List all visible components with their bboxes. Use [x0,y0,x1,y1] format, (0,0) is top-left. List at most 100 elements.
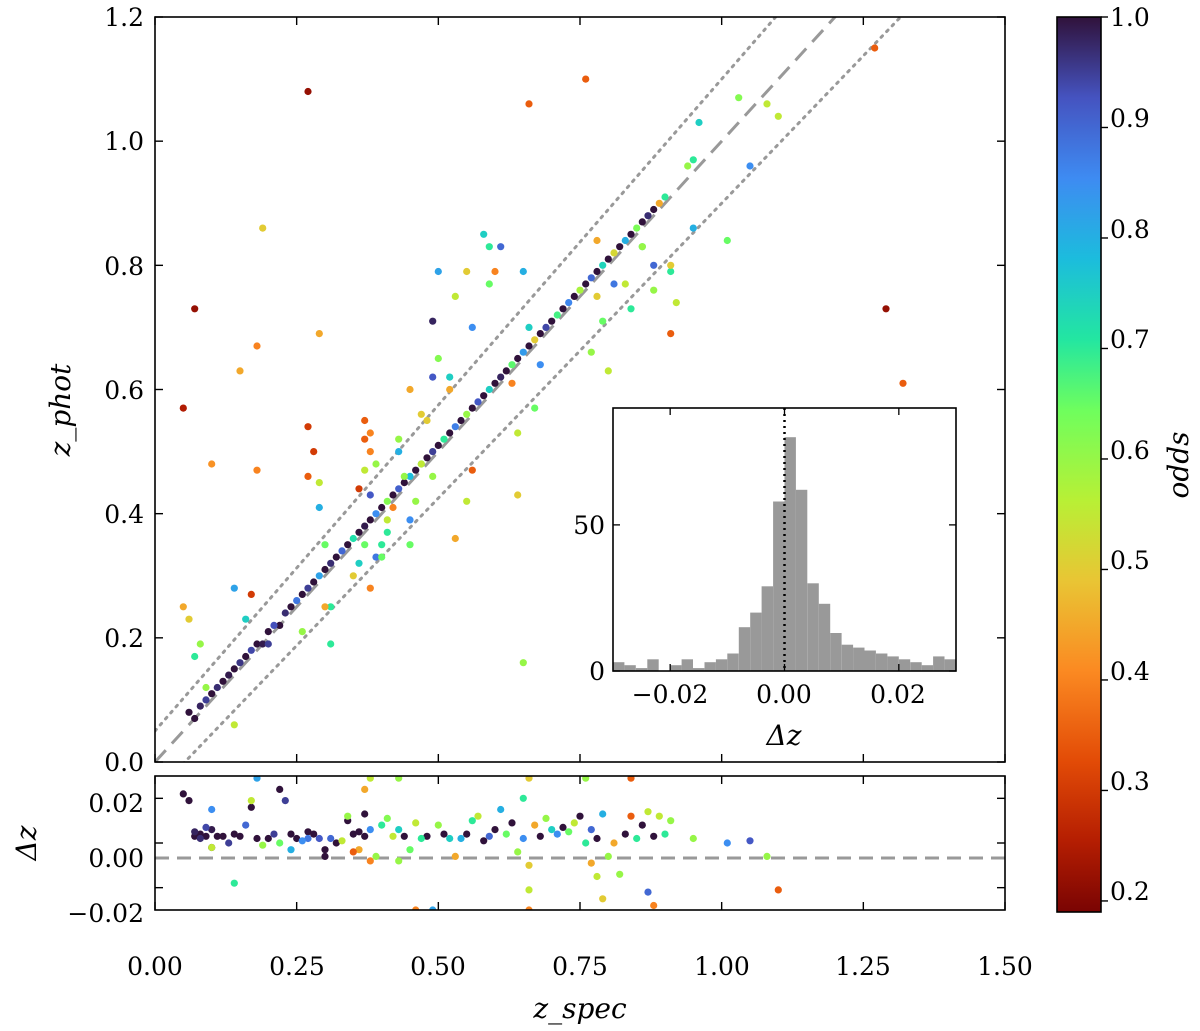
scatter-point [451,292,459,300]
scatter-point [366,516,374,524]
residual-point [457,834,465,843]
main-ytick-labels: 0.0 0.2 0.4 0.6 0.8 1.0 1.2 [104,3,144,777]
scatter-point [293,597,301,605]
scatter-point [366,584,374,592]
residual-point [627,776,635,782]
residual-point [587,826,595,834]
histogram-bars [613,437,956,671]
residual-point [208,805,216,814]
scatter-point [361,541,369,549]
histogram-bar [750,612,762,671]
scatter-point [389,503,397,512]
scatter-point [366,491,374,499]
residual-point [247,803,255,811]
histogram-axis-ticks [613,408,956,672]
residual-point [525,776,533,782]
residual-point [202,832,210,840]
xtick-labels: 0.00 0.25 0.50 0.75 1.00 1.25 1.50 [127,952,1033,981]
colorbar-frame [1056,16,1102,913]
residual-point [655,812,663,820]
scatter-point [225,671,233,679]
scatter-point [638,218,646,226]
scatter-point [502,367,510,375]
histogram-bar [704,662,716,671]
resid-ytick-label: 0.02 [88,789,144,818]
residual-point [338,837,346,845]
hist-xlabel: Δz [766,719,802,752]
scatter-point [480,392,488,400]
residual-point [259,841,267,849]
residual-point [531,821,539,829]
residual-point [576,812,584,820]
residual-point [304,834,312,843]
scatter-point [519,659,527,667]
xtick-label: 1.25 [835,952,891,981]
residual-point [242,821,250,829]
scatter-point [378,541,386,549]
scatter-point [570,292,578,300]
scatter-point [202,683,210,692]
scatter-point [661,193,669,201]
scatter-point [491,267,499,276]
scatter-point [298,628,306,636]
scatter-point [236,367,244,375]
residual-point [565,828,573,836]
scatter-point [378,553,386,561]
scatter-point [474,398,482,406]
residual-point [202,823,210,832]
scatter-point [599,317,607,325]
scatter-point [230,721,238,729]
residual-point [264,834,272,843]
residual-point [440,830,448,838]
scatter-point [451,534,459,543]
histogram-bar [727,653,739,671]
residual-point [774,886,782,894]
residual-point [519,834,527,843]
scatter-point [463,410,471,418]
scatter-point [264,640,272,648]
main-ytick-label: 1.2 [104,3,144,32]
scatter-point [423,454,431,462]
scatter-point [304,584,312,592]
histogram-bar [693,668,705,671]
residual-point [395,826,403,834]
histogram-bar [818,603,831,671]
scatter-point [899,379,907,387]
scatter-point [485,385,493,394]
residual-point [514,848,522,856]
scatter-point [315,479,323,487]
scatter-point [525,342,533,350]
colorbar-tick-label: 0.9 [1110,104,1150,133]
xtick-label: 1.50 [977,952,1033,981]
residual-axis-ticks [154,776,1006,910]
scatter-point [196,702,204,710]
scatter-point [378,503,386,512]
scatter-point [650,261,658,269]
main-ytick-label: 1.0 [104,127,144,156]
scatter-point [310,578,318,586]
scatter-point [208,690,216,698]
scatter-point [593,267,601,276]
residual-point [270,830,278,838]
residual-point [412,819,420,827]
scatter-point [247,590,255,599]
residual-point [395,776,403,782]
scatter-point [191,714,199,723]
colorbar-label: odds [1162,431,1195,498]
scatter-point [213,683,221,692]
residual-point [372,852,380,861]
histogram-bar [738,627,751,671]
scatter-point [627,230,635,238]
residual-point [650,832,658,840]
scatter-point [281,609,289,617]
scatter-point [310,448,318,456]
residual-point [519,794,527,802]
scatter-point [321,541,329,549]
scatter-point [338,547,346,555]
colorbar-tick-label: 0.6 [1110,436,1150,465]
residual-point [468,817,476,825]
residual-point [185,797,193,805]
scatter-point [593,292,601,300]
residual-point [287,830,295,838]
residual-point [502,830,510,838]
